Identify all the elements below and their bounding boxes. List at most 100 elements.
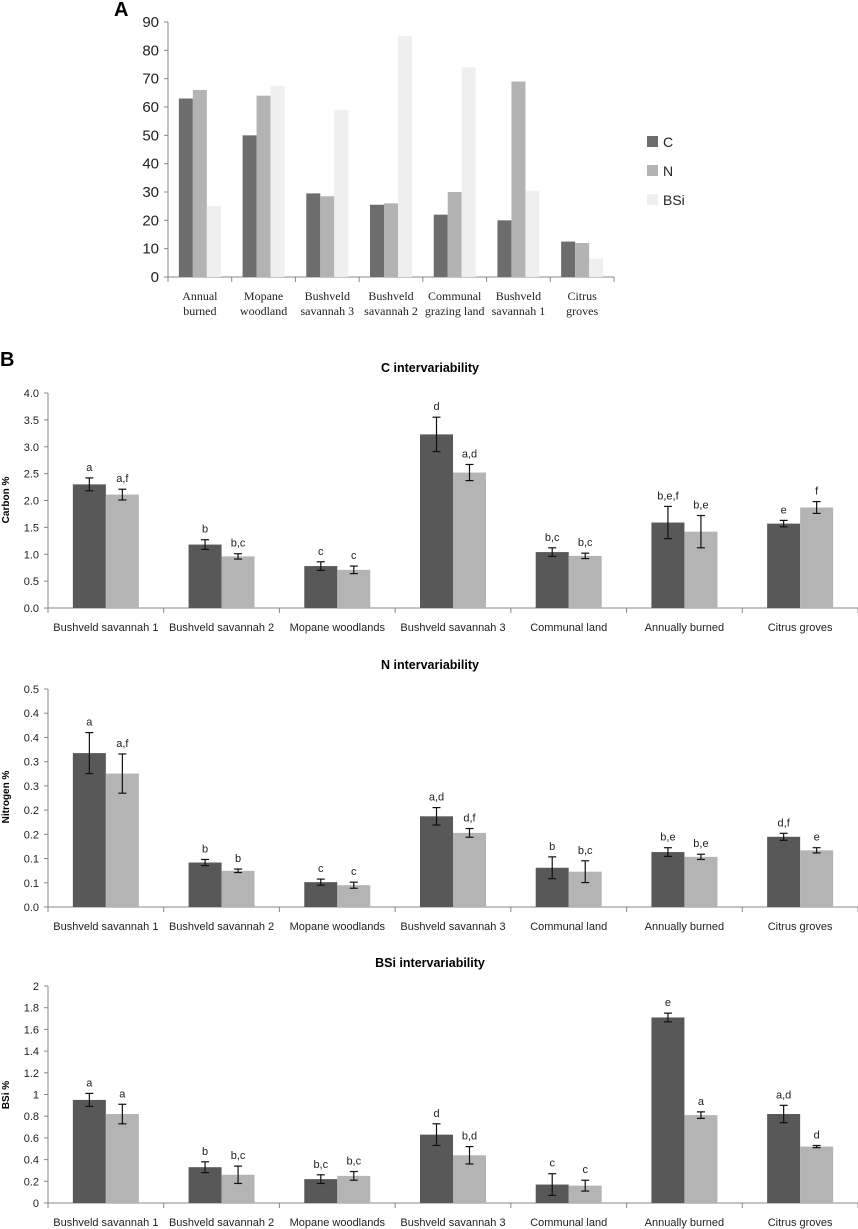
y-tick-label: 0.0 xyxy=(24,902,39,914)
significance-label: b,e xyxy=(660,832,675,844)
bar-dark xyxy=(420,816,453,907)
significance-label: d xyxy=(433,401,439,413)
significance-label: e xyxy=(665,997,671,1009)
significance-label: b xyxy=(549,841,555,853)
bar-dark xyxy=(72,484,106,608)
significance-label: f xyxy=(815,486,819,498)
bar-dark xyxy=(188,544,222,608)
a-bar-c xyxy=(306,193,321,277)
significance-label: c xyxy=(582,1164,588,1176)
x-category-label: Mopane woodlands xyxy=(290,921,386,933)
y-tick-label: 2.0 xyxy=(24,496,39,508)
a-bar-n xyxy=(511,81,526,277)
chart-c-intervariability: C intervariability Carbon % 0.0 0.5 1.0 1.5 2.… xyxy=(1,361,858,634)
a-legend-swatch-c xyxy=(647,136,658,147)
a-category-label: Bushveld xyxy=(305,289,350,303)
bar-dark xyxy=(535,552,569,608)
y-tick-label: 0.0 xyxy=(24,603,39,615)
bar-light xyxy=(105,494,139,608)
a-category-label: savannah 3 xyxy=(300,304,354,318)
significance-label: d,f xyxy=(463,813,476,825)
significance-label: c xyxy=(549,1158,555,1170)
bar-dark xyxy=(767,523,801,608)
significance-label: a xyxy=(86,462,93,474)
bar-light xyxy=(105,773,139,907)
chart-title: N intervariability xyxy=(381,658,479,672)
a-bar-bsi xyxy=(525,190,540,277)
y-tick-label: 2.5 xyxy=(24,469,39,481)
a-bar-n xyxy=(447,192,462,277)
y-tick-label: 0.8 xyxy=(24,1111,39,1123)
y-tick-label: 1.2 xyxy=(24,1068,39,1080)
bar-light xyxy=(105,1114,139,1203)
a-category-label: savannah 1 xyxy=(492,304,546,318)
bar-dark xyxy=(767,836,801,907)
significance-label: b xyxy=(235,853,241,865)
a-bar-n xyxy=(575,243,590,277)
a-bar-bsi xyxy=(589,258,604,277)
y-tick-label: 3.5 xyxy=(24,415,39,427)
x-category-label: Communal land xyxy=(530,1217,607,1229)
a-bar-n xyxy=(256,95,271,278)
x-category-label: Bushveld savannah 3 xyxy=(400,1217,505,1229)
a-bar-c xyxy=(433,214,448,277)
bar-light xyxy=(337,569,371,608)
bar-dark xyxy=(304,1179,338,1203)
bar-light xyxy=(221,870,255,907)
y-tick-label: 0.1 xyxy=(24,854,39,866)
bar-light xyxy=(568,555,602,608)
a-bar-c xyxy=(497,220,512,277)
significance-label: a xyxy=(86,1077,93,1089)
a-y-tick-label: 90 xyxy=(142,14,159,31)
x-category-label: Annually burned xyxy=(645,921,725,933)
bar-light xyxy=(568,1185,602,1203)
y-tick-label: 1.4 xyxy=(24,1046,39,1058)
x-category-label: Annually burned xyxy=(645,622,725,634)
chart-n-intervariability: N intervariability Nitrogen % 0.0 0.1 0.1 0.2… xyxy=(1,658,858,933)
y-tick-label: 0.4 xyxy=(24,708,39,720)
x-category-label: Annually burned xyxy=(645,1217,725,1229)
significance-label: a,d xyxy=(776,1089,791,1101)
significance-label: b,c xyxy=(231,1150,246,1162)
y-tick-label: 3.0 xyxy=(24,442,39,454)
y-axis-label: BSi % xyxy=(1,1081,12,1109)
a-category-label: Bushveld xyxy=(368,289,413,303)
significance-label: b,e xyxy=(693,500,708,512)
bar-dark xyxy=(304,882,338,907)
x-category-label: Citrus groves xyxy=(768,921,833,933)
x-category-label: Bushveld savannah 3 xyxy=(400,921,505,933)
a-category-label: Communal xyxy=(428,289,482,303)
significance-label: b,c xyxy=(578,845,593,857)
bar-dark xyxy=(72,1099,106,1203)
x-category-label: Bushveld savannah 2 xyxy=(169,622,274,634)
a-bar-bsi xyxy=(461,67,476,277)
y-tick-label: 0.2 xyxy=(24,805,39,817)
a-legend-label-c: C xyxy=(663,134,673,150)
a-category-label: savannah 2 xyxy=(364,304,418,318)
a-bar-bsi xyxy=(270,85,285,277)
x-category-label: Bushveld savannah 2 xyxy=(169,921,274,933)
a-legend-label-n: N xyxy=(663,163,673,179)
a-bar-c xyxy=(242,135,257,277)
a-y-tick-label: 20 xyxy=(142,212,159,229)
a-bar-c xyxy=(561,241,576,277)
bar-light xyxy=(684,1115,718,1203)
x-category-label: Bushveld savannah 1 xyxy=(53,921,158,933)
significance-label: e xyxy=(814,832,820,844)
bar-dark xyxy=(420,434,453,608)
a-legend-swatch-bsi xyxy=(647,194,658,205)
significance-label: c xyxy=(351,550,357,562)
bar-dark xyxy=(304,566,338,608)
significance-label: b xyxy=(202,1146,208,1158)
significance-label: e xyxy=(781,504,787,516)
x-category-label: Bushveld savannah 1 xyxy=(53,1217,158,1229)
a-bar-c xyxy=(178,98,193,277)
significance-label: b,c xyxy=(545,532,560,544)
y-tick-label: 0.6 xyxy=(24,1133,39,1145)
a-bar-n xyxy=(384,203,398,277)
bar-light xyxy=(684,856,718,907)
a-bar-bsi xyxy=(398,36,412,277)
y-tick-label: 0.3 xyxy=(24,757,39,769)
bar-dark xyxy=(188,862,222,907)
